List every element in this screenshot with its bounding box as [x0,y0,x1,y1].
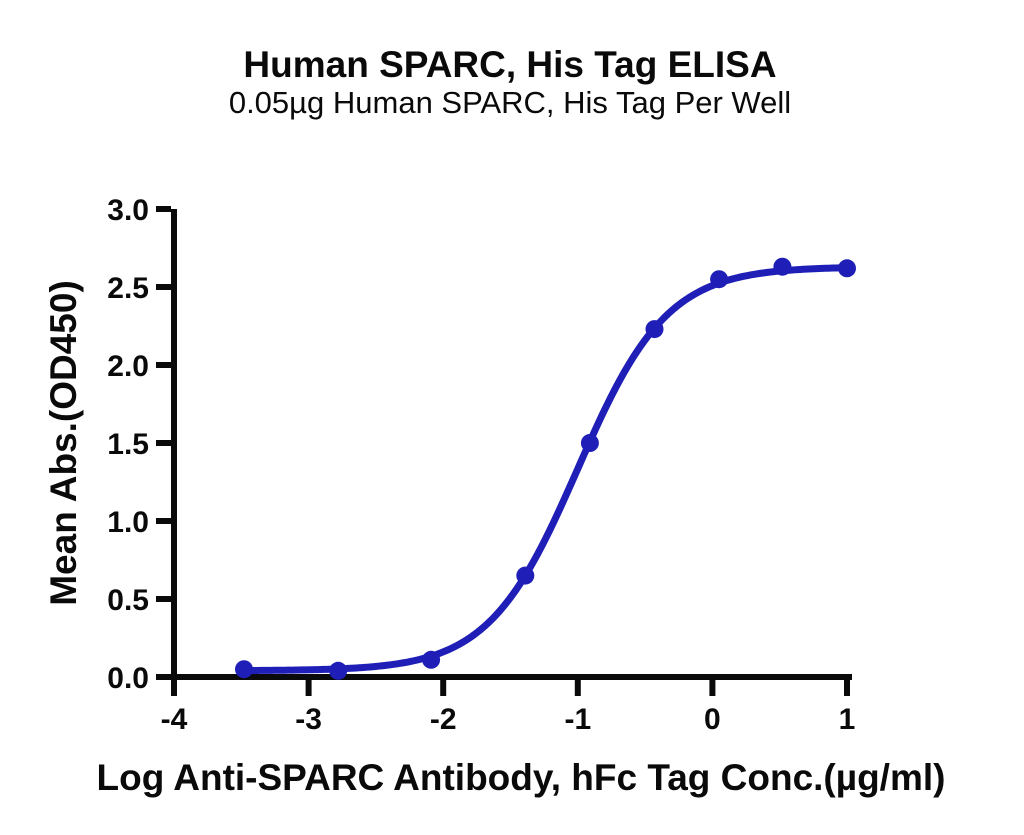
data-point [710,270,729,289]
x-tick-label: 0 [704,703,721,736]
y-tick-label: 0.5 [107,584,149,617]
y-tick-label: 1.5 [107,428,149,461]
chart-title: Human SPARC, His Tag ELISA [243,44,776,85]
y-tick-label: 3.0 [107,194,149,227]
data-point [235,660,253,679]
data-point [422,650,441,669]
data-point [329,661,348,680]
y-tick-label: 2.5 [107,272,149,305]
x-axis-title: Log Anti-SPARC Antibody, hFc Tag Conc.(µ… [97,757,946,798]
data-point [645,320,664,339]
x-tick-label: -3 [295,703,322,736]
data-point [773,257,792,276]
dose-response-curve [240,264,851,675]
chart-subtitle: 0.05µg Human SPARC, His Tag Per Well [229,85,791,120]
axis-frame [171,209,852,680]
data-point [580,434,599,452]
plot-series [235,257,856,680]
x-tick-label: -1 [564,703,591,736]
y-tick-label: 2.0 [107,350,149,383]
x-tick-label: -2 [430,703,457,736]
y-axis-ticks: 0.0 0.5 1.0 1.5 2.0 2.5 3.0 [107,194,171,695]
x-axis-ticks: -4 -3 -2 -1 0 1 [161,680,856,736]
x-tick-label: -4 [161,703,188,736]
y-tick-label: 0.0 [107,662,149,695]
x-tick-label: 1 [839,703,856,736]
y-tick-label: 1.0 [107,506,149,539]
data-point [838,259,856,278]
data-point [516,566,535,585]
y-axis-title: Mean Abs.(OD450) [43,280,84,606]
